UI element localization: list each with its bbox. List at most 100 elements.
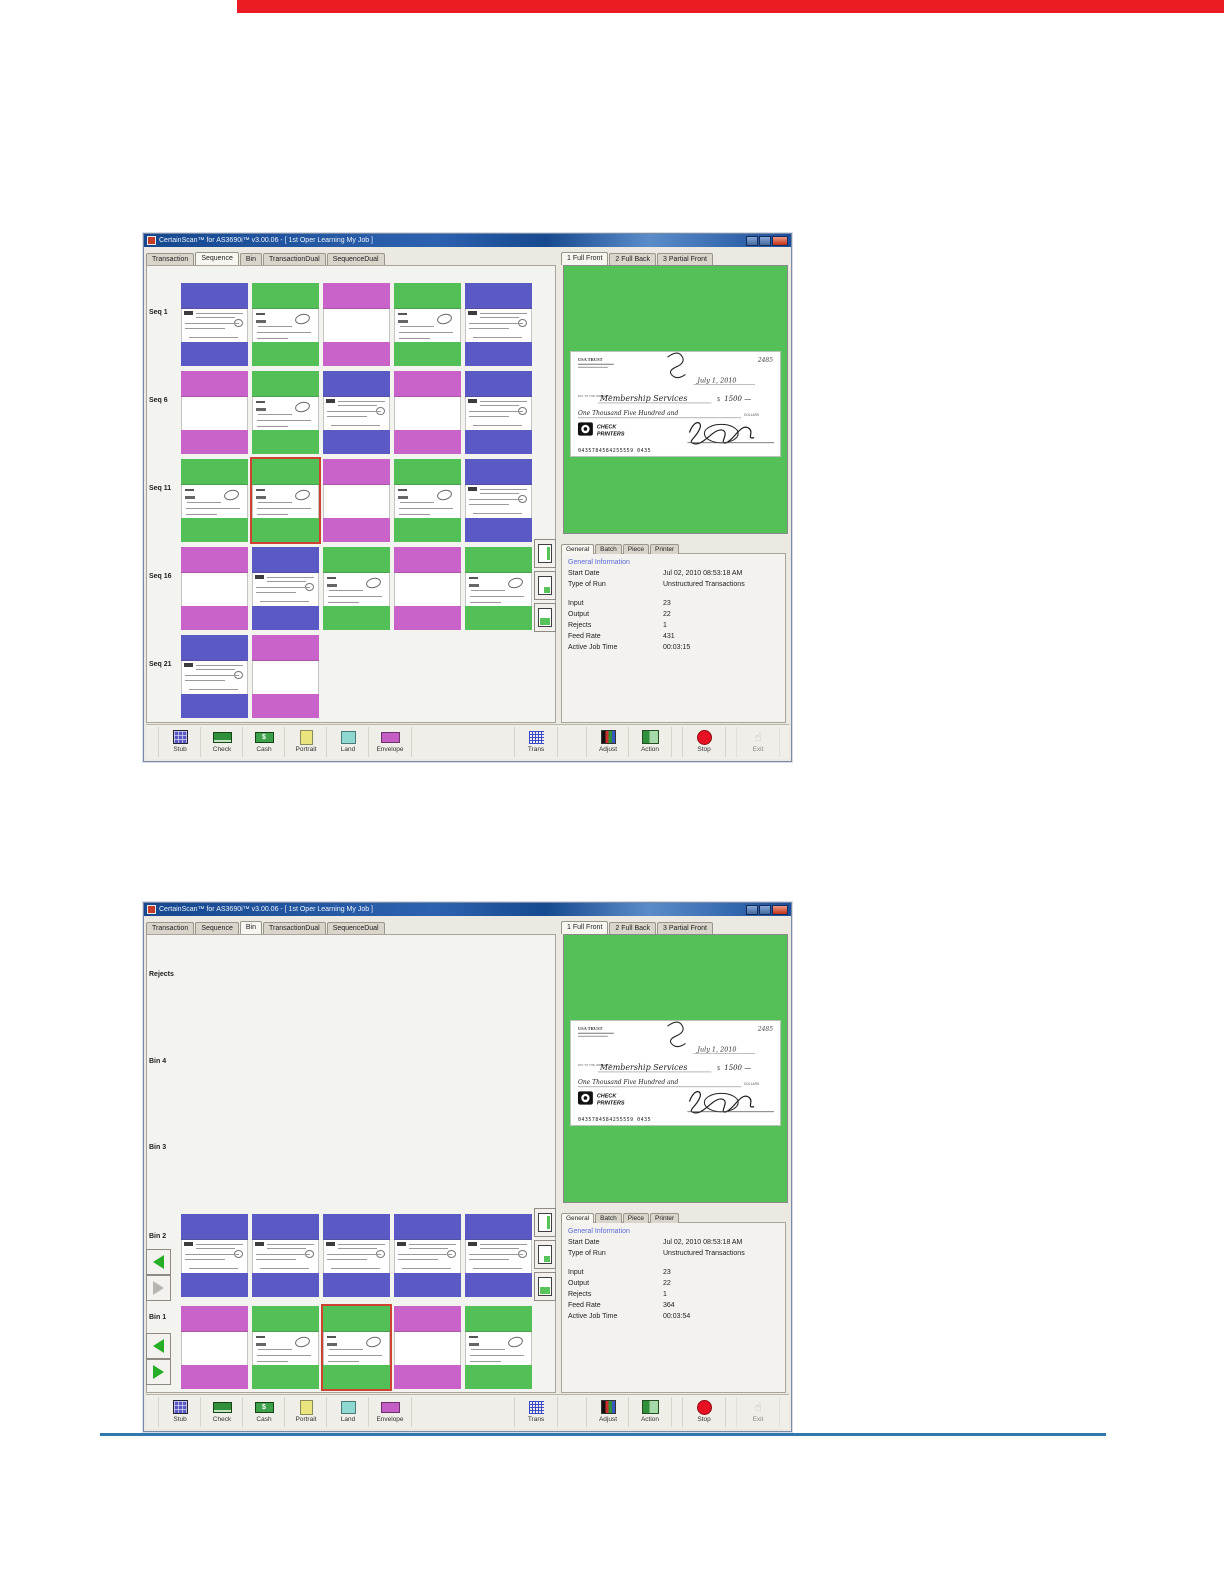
exit-button[interactable]: ☝ Exit — [736, 727, 780, 757]
exit-button[interactable]: ☝ Exit — [736, 1397, 780, 1427]
bin-nav-right-button[interactable] — [146, 1359, 171, 1385]
maximize-button[interactable] — [759, 235, 771, 246]
tile-document-stub — [253, 1240, 318, 1273]
grid-tile[interactable] — [465, 547, 532, 630]
grid-tile[interactable] — [252, 283, 319, 366]
grid-tile[interactable] — [394, 1214, 461, 1297]
stub-button[interactable]: Stub — [158, 1397, 202, 1427]
page-view-button-1[interactable] — [534, 539, 556, 568]
page-view-button-3[interactable] — [534, 1272, 556, 1301]
adjust-button[interactable]: Adjust — [586, 727, 630, 757]
grid-tile[interactable] — [252, 1306, 319, 1389]
portrait-button[interactable]: Portrait — [284, 727, 328, 757]
grid-tile[interactable] — [394, 371, 461, 454]
page-view-button-2[interactable] — [534, 1240, 556, 1269]
info-tab-general[interactable]: General — [561, 544, 595, 554]
grid-tile[interactable] — [323, 547, 390, 630]
grid-tile[interactable] — [181, 635, 248, 718]
grid-tile[interactable] — [181, 371, 248, 454]
grid-tile[interactable] — [394, 459, 461, 542]
grid-tile[interactable] — [323, 1214, 390, 1297]
info-tab-general[interactable]: General — [561, 1213, 595, 1223]
adjust-button[interactable]: Adjust — [586, 1397, 630, 1427]
info-tab-piece[interactable]: Piece — [622, 544, 650, 554]
grid-tile[interactable] — [252, 371, 319, 454]
portrait-button[interactable]: Portrait — [284, 1397, 328, 1427]
trans-button[interactable]: Trans — [514, 1397, 558, 1427]
tab-sequencedual[interactable]: SequenceDual — [326, 922, 385, 934]
action-button[interactable]: Action — [628, 727, 672, 757]
close-button[interactable] — [772, 235, 788, 246]
envelope-button[interactable]: Envelope — [368, 1397, 412, 1427]
grid-tile[interactable] — [252, 635, 319, 718]
info-tab-printer[interactable]: Printer — [650, 544, 680, 554]
cash-icon: $ — [254, 1401, 274, 1413]
cash-button[interactable]: $ Cash — [242, 727, 286, 757]
grid-tile[interactable] — [181, 1306, 248, 1389]
minimize-button[interactable] — [746, 904, 758, 915]
grid-tile-selected[interactable] — [321, 1304, 392, 1391]
grid-tile[interactable] — [394, 283, 461, 366]
cash-button[interactable]: $ Cash — [242, 1397, 286, 1427]
grid-tile[interactable] — [181, 1214, 248, 1297]
page-view-button-1[interactable] — [534, 1208, 556, 1237]
grid-tile[interactable] — [181, 547, 248, 630]
grid-tile[interactable] — [394, 1306, 461, 1389]
grid-tile[interactable] — [465, 283, 532, 366]
maximize-button[interactable] — [759, 904, 771, 915]
stub-button[interactable]: Stub — [158, 727, 202, 757]
trans-button[interactable]: Trans — [514, 727, 558, 757]
bin-nav-left-button[interactable] — [146, 1333, 171, 1359]
tab-transaction[interactable]: Transaction — [146, 922, 195, 934]
tab-sequencedual[interactable]: SequenceDual — [326, 253, 385, 265]
stop-button[interactable]: Stop — [682, 727, 726, 757]
grid-tile-selected[interactable] — [250, 457, 321, 544]
close-button[interactable] — [772, 904, 788, 915]
check-button[interactable]: Check — [200, 727, 244, 757]
tab-2-full-back[interactable]: 2 Full Back — [609, 253, 657, 265]
envelope-button[interactable]: Envelope — [368, 727, 412, 757]
tab-3-partial-front[interactable]: 3 Partial Front — [657, 253, 713, 265]
grid-tile[interactable] — [181, 459, 248, 542]
bottom-toolbar: Stub Check $ Cash Portrait Land Envelope Trans A… — [146, 724, 789, 759]
page-view-button-3[interactable] — [534, 603, 556, 632]
check-button[interactable]: Check — [200, 1397, 244, 1427]
tab-1-full-front[interactable]: 1 Full Front — [561, 252, 609, 265]
grid-tile[interactable] — [465, 459, 532, 542]
grid-tile[interactable] — [323, 371, 390, 454]
tab-1-full-front[interactable]: 1 Full Front — [561, 921, 609, 934]
bin-nav-left-button[interactable] — [146, 1249, 171, 1275]
tab-transactiondual[interactable]: TransactionDual — [262, 922, 326, 934]
info-tab-piece[interactable]: Piece — [622, 1213, 650, 1223]
minimize-button[interactable] — [746, 235, 758, 246]
info-tab-batch[interactable]: Batch — [595, 1213, 622, 1223]
grid-tile[interactable] — [465, 1306, 532, 1389]
action-button[interactable]: Action — [628, 1397, 672, 1427]
tab-3-partial-front[interactable]: 3 Partial Front — [657, 922, 713, 934]
grid-tile[interactable] — [465, 1214, 532, 1297]
tab-sequence[interactable]: Sequence — [195, 922, 239, 934]
stop-button[interactable]: Stop — [682, 1397, 726, 1427]
grid-tile[interactable] — [323, 283, 390, 366]
tab-bin[interactable]: Bin — [239, 921, 262, 934]
info-tab-batch[interactable]: Batch — [595, 544, 622, 554]
tab-bin[interactable]: Bin — [239, 253, 262, 265]
tab-sequence[interactable]: Sequence — [195, 252, 239, 265]
check-image: USA TRUST 2485 July 1, 2010 PAY TO THE ORDE… — [570, 1020, 781, 1126]
grid-tile[interactable] — [252, 1214, 319, 1297]
land-icon — [340, 730, 356, 744]
bin-nav-right-button[interactable] — [146, 1275, 171, 1301]
land-button[interactable]: Land — [326, 727, 370, 757]
tab-transactiondual[interactable]: TransactionDual — [262, 253, 326, 265]
grid-tile[interactable] — [394, 547, 461, 630]
grid-tile[interactable] — [252, 547, 319, 630]
grid-tile[interactable] — [323, 459, 390, 542]
grid-tile[interactable] — [465, 371, 532, 454]
grid-tile[interactable] — [181, 283, 248, 366]
tab-2-full-back[interactable]: 2 Full Back — [609, 922, 657, 934]
tab-transaction[interactable]: Transaction — [146, 253, 195, 265]
info-tab-printer[interactable]: Printer — [650, 1213, 680, 1223]
land-button[interactable]: Land — [326, 1397, 370, 1427]
button-label: Cash — [256, 1416, 272, 1423]
page-view-button-2[interactable] — [534, 571, 556, 600]
